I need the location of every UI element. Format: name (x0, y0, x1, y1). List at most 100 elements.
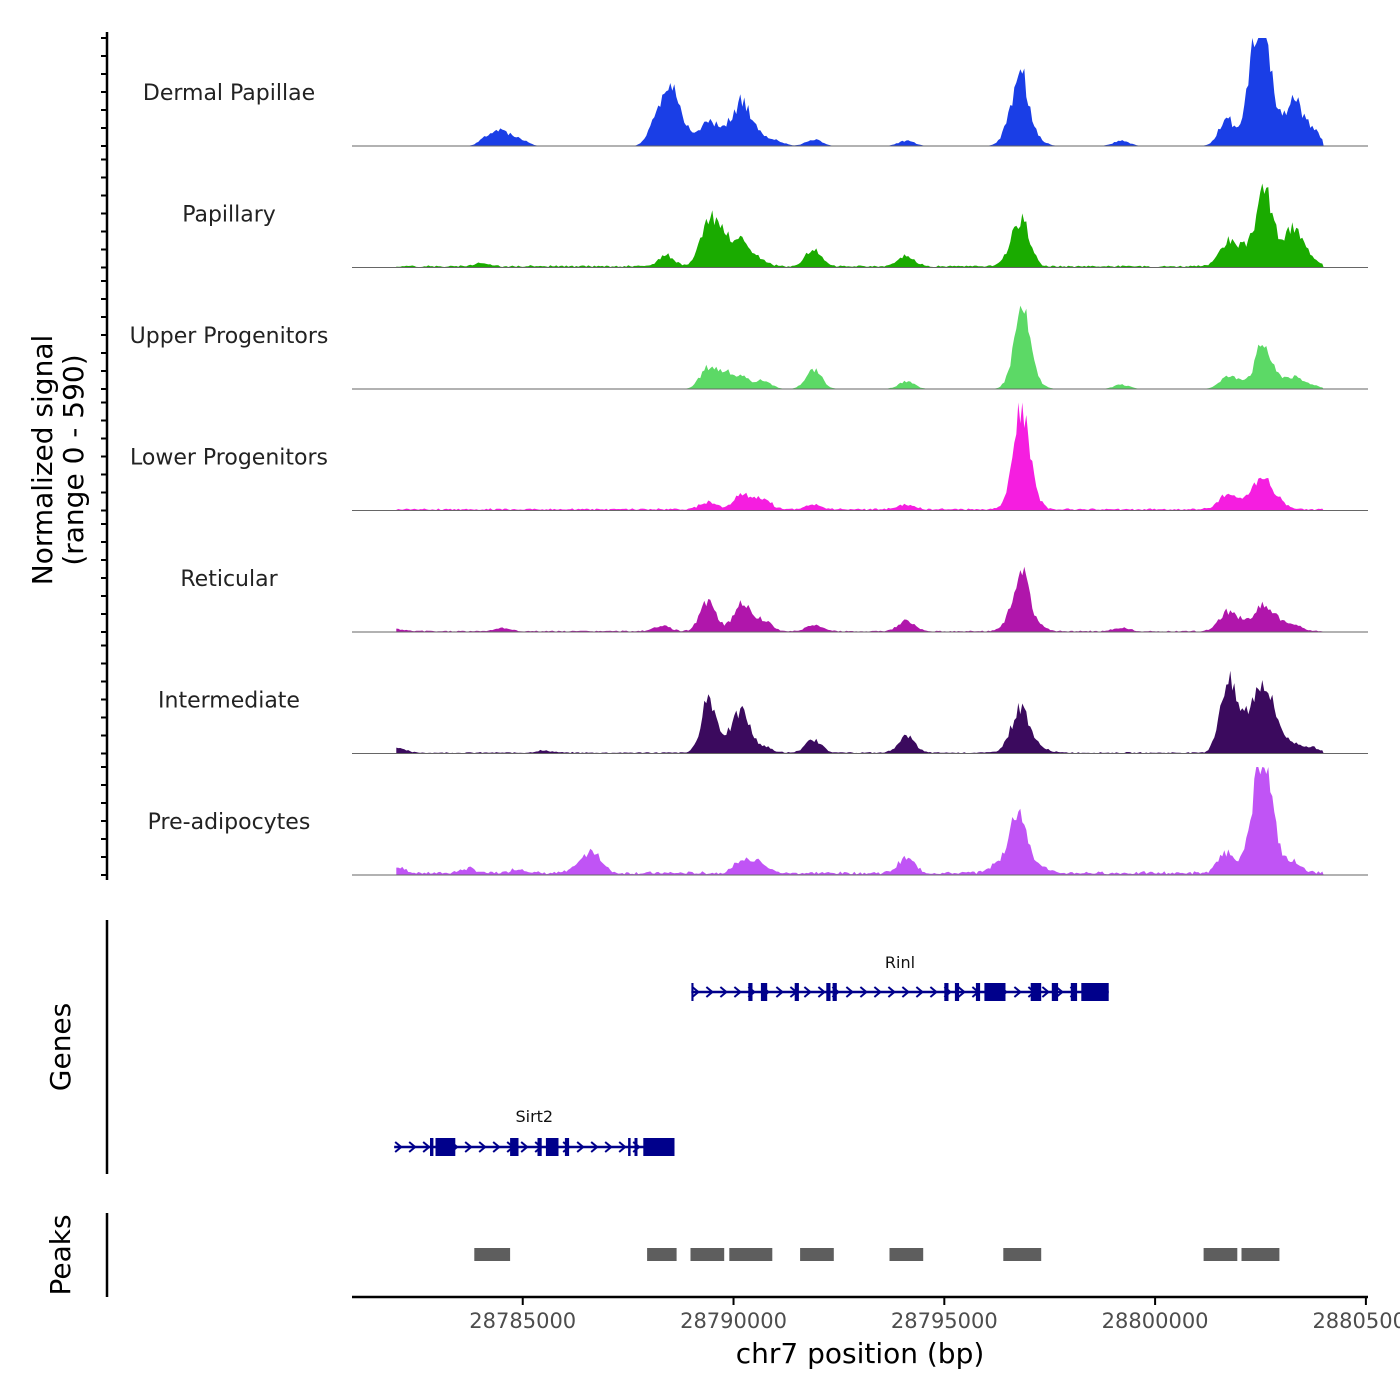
gene-label-sirt2: Sirt2 (515, 1107, 553, 1126)
strand-arrow (478, 1141, 487, 1153)
strand-arrow (803, 986, 812, 998)
track-label-pre-adipocytes: Pre-adipocytes (148, 810, 311, 835)
gene-exon (760, 983, 768, 1001)
gene-exon (643, 1138, 675, 1156)
strand-arrow (520, 1141, 529, 1153)
track-label-lower-progenitors: Lower Progenitors (130, 446, 328, 471)
coverage-track-upper-progenitors (352, 305, 1368, 390)
gene-exon (691, 983, 694, 1001)
strand-arrow (859, 986, 868, 998)
coverage-track-papillary (352, 183, 1368, 268)
peak-regions (474, 1248, 1280, 1261)
coverage-track-reticular (352, 566, 1368, 633)
track-label-dermal-papillae: Dermal Papillae (143, 81, 315, 106)
strand-arrow (845, 986, 854, 998)
gene-exon (832, 983, 837, 1001)
coverage-tracks (352, 38, 1368, 876)
genes-track-label: Genes (44, 1003, 77, 1091)
gene-exon (984, 983, 1006, 1001)
coverage-track-pre-adipocytes (352, 767, 1368, 876)
gene-exon (634, 1138, 638, 1156)
gene-exon (435, 1138, 456, 1156)
strand-arrow (492, 1141, 501, 1153)
peak-region (647, 1248, 677, 1261)
y-axis-title-line1: Normalized signal (26, 335, 59, 586)
gene-exon (794, 983, 799, 1001)
strand-arrow (464, 1141, 473, 1153)
track-label-papillary: Papillary (182, 203, 276, 228)
strand-arrow (576, 1141, 585, 1153)
peak-region (1003, 1248, 1042, 1261)
coverage-track-lower-progenitors (352, 402, 1368, 511)
peak-region (1241, 1248, 1280, 1261)
x-tick-label: 28795000 (891, 1309, 998, 1333)
strand-arrow (705, 986, 714, 998)
peak-region (729, 1248, 773, 1261)
x-tick-label: 28785000 (469, 1309, 576, 1333)
gene-exon (1030, 983, 1042, 1001)
strand-arrow (915, 986, 924, 998)
gene-exon (545, 1138, 559, 1156)
gene-exon (537, 1138, 542, 1156)
signal-y-ticks (101, 37, 107, 876)
peaks-track-label: Peaks (44, 1214, 77, 1295)
gene-exon (628, 1138, 631, 1156)
strand-arrow (929, 986, 938, 998)
strand-arrow (817, 986, 826, 998)
strand-arrow (957, 986, 966, 998)
coverage-area-dermal-papillae (396, 38, 1324, 146)
strand-arrow (590, 1141, 599, 1153)
coverage-area-upper-progenitors (396, 305, 1324, 389)
gene-models: Rinl Sirt2 (394, 953, 1109, 1156)
coverage-area-papillary (396, 183, 1324, 268)
x-tick-label: 28790000 (680, 1309, 787, 1333)
coverage-area-lower-progenitors (396, 402, 1324, 511)
coverage-track-intermediate (352, 670, 1368, 754)
gene-exon (1081, 983, 1109, 1001)
gene-exon (510, 1138, 519, 1156)
y-axis-title-line2: (range 0 - 590) (57, 354, 90, 565)
coverage-area-intermediate (396, 670, 1324, 754)
strand-arrow (394, 1141, 403, 1153)
gene-exon (975, 983, 981, 1001)
gene-exon (564, 1138, 570, 1156)
x-axis-title: chr7 position (bp) (736, 1337, 985, 1370)
coverage-area-pre-adipocytes (396, 767, 1324, 875)
strand-arrow (1013, 986, 1022, 998)
gene-exon (944, 983, 949, 1001)
strand-arrow (775, 986, 784, 998)
coverage-area-reticular (396, 566, 1324, 632)
gene-exon (954, 983, 960, 1001)
strand-arrow (604, 1141, 613, 1153)
strand-arrow (901, 986, 910, 998)
strand-arrow (618, 1141, 627, 1153)
gene-sirt2: Sirt2 (394, 1107, 675, 1156)
x-tick-label: 28800000 (1102, 1309, 1209, 1333)
strand-arrow (1041, 986, 1050, 998)
gene-rinl: Rinl (691, 953, 1109, 1001)
track-label-reticular: Reticular (180, 567, 278, 592)
gene-label-rinl: Rinl (885, 953, 915, 972)
peak-region (889, 1248, 924, 1261)
strand-arrow (422, 1141, 431, 1153)
peak-region (1203, 1248, 1238, 1261)
gene-exon (1070, 983, 1078, 1001)
peak-region (474, 1248, 511, 1261)
gene-exon (748, 983, 753, 1001)
peak-region (800, 1248, 834, 1261)
strand-arrow (719, 986, 728, 998)
gene-exon (430, 1138, 434, 1156)
gene-exon (826, 983, 831, 1001)
track-label-upper-progenitors: Upper Progenitors (130, 324, 329, 349)
coverage-track-dermal-papillae (352, 38, 1368, 147)
strand-arrow (733, 986, 742, 998)
x-tick-label: 28805000 (1312, 1309, 1400, 1333)
strand-arrow (1055, 986, 1064, 998)
strand-arrow (873, 986, 882, 998)
peak-region (690, 1248, 725, 1261)
strand-arrow (691, 986, 700, 998)
x-axis-ticks: 28785000 28790000 28795000 28800000 28805000 (469, 1297, 1400, 1333)
strand-arrow (408, 1141, 417, 1153)
strand-arrow (887, 986, 896, 998)
